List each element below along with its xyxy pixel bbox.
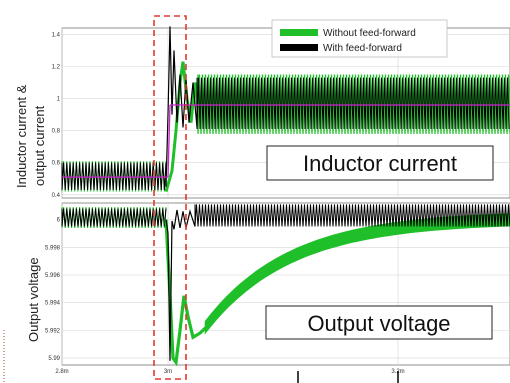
inductor-current-callout: Inductor current: [266, 145, 494, 181]
inductor-with-pre: [61, 162, 167, 191]
top-ytick-5: 1.4: [52, 32, 61, 38]
voltage-without-dip: [164, 219, 212, 367]
output-voltage-callout-text: Output voltage: [307, 311, 450, 336]
inductor-with-post: [196, 77, 510, 130]
xtick-0: 2.8m: [55, 369, 68, 375]
voltage-with-transient: [165, 209, 196, 361]
bottom-ytick-2: 5.994: [45, 301, 61, 307]
bottom-ytick-3: 5.996: [45, 273, 61, 279]
bottom-ytick-1: 5.992: [45, 328, 61, 334]
bottom-ytick-0: 5.99: [48, 356, 60, 362]
voltage-without-pre: [61, 207, 167, 228]
bottom-ytick-4: 5.998: [45, 245, 61, 251]
output-voltage-callout: Output voltage: [265, 305, 493, 340]
top-ylabel-line2: output current: [32, 105, 47, 186]
legend-label-without: Without feed-forward: [323, 28, 416, 39]
top-ytick-0: 0.4: [52, 193, 61, 199]
voltage-with-pre: [61, 208, 167, 227]
top-ytick-3: 1: [57, 97, 61, 103]
inductor-without-pre: [61, 161, 167, 192]
bottom-ytick-5: 6: [57, 218, 61, 224]
xtick-1: 3m: [164, 369, 172, 375]
transient-highlight-box: [153, 15, 187, 380]
inductor-with-transient: [165, 26, 198, 187]
top-ytick-2: 0.8: [52, 129, 61, 135]
top-ytick-1: 0.6: [52, 161, 61, 167]
inductor-current-callout-text: Inductor current: [303, 151, 457, 176]
series-traces: [61, 26, 510, 367]
top-ytick-4: 1.2: [52, 64, 61, 70]
legend-swatch-without: [280, 29, 318, 36]
output-current-step: [167, 104, 171, 178]
voltage-with-post: [194, 204, 510, 227]
bottom-ylabel: Output voltage: [26, 257, 41, 342]
legend-label-with: With feed-forward: [323, 43, 402, 54]
top-ylabel-line1: Inductor current &: [14, 84, 29, 188]
legend-swatch-with: [280, 44, 318, 51]
legend: Without feed-forward With feed-forward: [271, 19, 448, 58]
